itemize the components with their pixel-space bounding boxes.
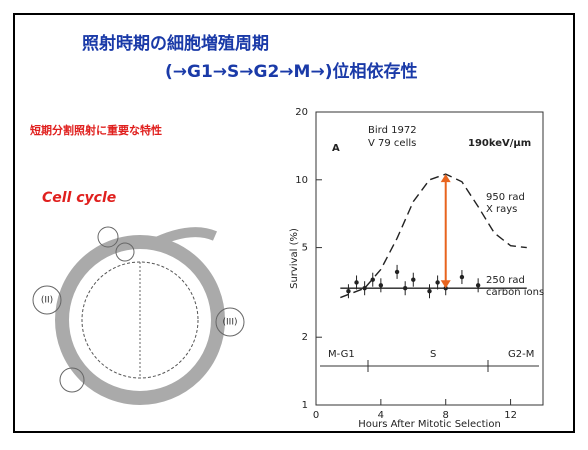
data-point [395,270,399,274]
y-tick-label: 10 [295,175,308,186]
x-tick-label: 0 [313,410,319,421]
diagram-label: Cell cycle [42,190,116,206]
data-point [427,289,431,293]
note: 短期分割照射に重要な特性 [30,123,162,137]
panel-label: A [332,143,340,154]
x-tick-label: 12 [504,410,517,421]
data-point [411,278,415,282]
slide: 照射時期の細胞増殖周期 (→G1→S→G2→M→)位相依存性 短期分割照射に重要… [0,0,588,446]
data-point [371,278,375,282]
annotation: V 79 cells [368,138,416,149]
y-tick-label: 1 [302,400,308,411]
data-point [346,289,350,293]
subtitle: (→G1→S→G2→M→)位相依存性 [165,61,418,82]
y-tick-label: 2 [302,332,308,343]
annotation: G2-M [508,349,534,360]
annotation: M-G1 [328,349,355,360]
title: 照射時期の細胞増殖周期 [82,33,269,54]
annotation: X rays [486,204,517,215]
annotation: Bird 1972 [368,125,417,136]
phase-label: (II) [41,296,53,306]
data-point [435,280,439,284]
y-tick-label: 5 [302,243,308,254]
data-point [476,283,480,287]
data-point [354,280,358,284]
annotation: 190keV/μm [468,138,531,149]
data-point [460,275,464,279]
annotation: 250 rad [486,275,525,286]
annotation: 950 rad [486,192,525,203]
phase-label: (III) [223,318,238,328]
y-tick-label: 20 [295,107,308,118]
y-axis-label: Survival (%) [289,228,300,289]
annotation: S [430,349,436,360]
x-axis-label: Hours After Mitotic Selection [358,419,501,430]
data-point [379,283,383,287]
